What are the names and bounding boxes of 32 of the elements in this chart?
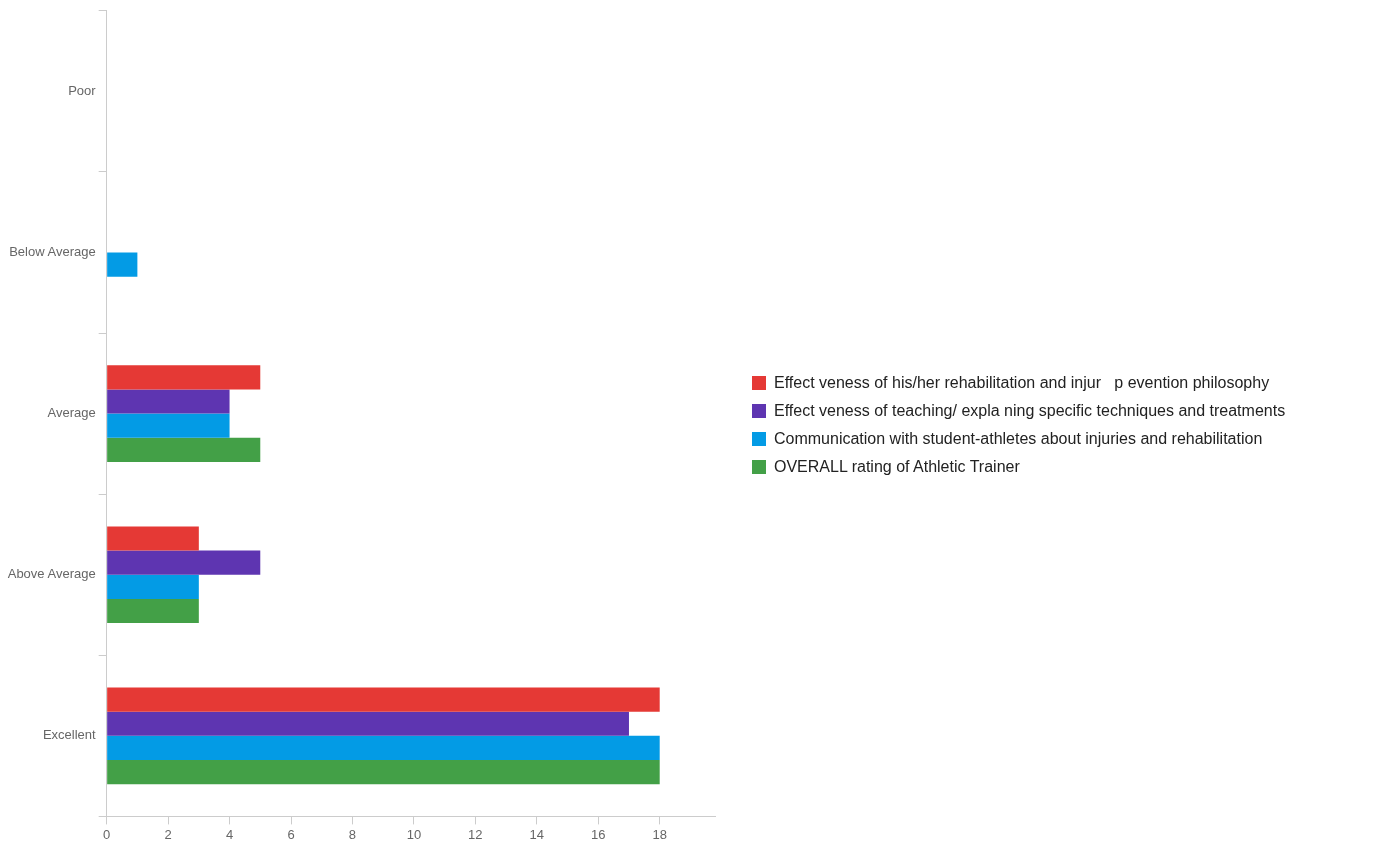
bar <box>107 760 660 785</box>
y-tick-label: Poor <box>68 82 97 98</box>
bar <box>107 735 660 761</box>
bar <box>107 598 199 624</box>
bar <box>107 413 230 438</box>
legend-label: Effect veness of his/her rehabilitation and injur p evention philosophy <box>774 374 1270 392</box>
bar <box>107 526 199 551</box>
bar <box>107 550 261 575</box>
y-tick-label: Excellent <box>42 727 97 743</box>
y-tick-label: Above Average <box>7 566 96 582</box>
x-tick-label: 6 <box>287 826 295 842</box>
x-tick-label: 4 <box>225 826 234 842</box>
x-tick-label: 10 <box>406 826 422 842</box>
bar <box>107 365 261 390</box>
x-tick-label: 8 <box>348 826 357 842</box>
bar <box>107 687 660 712</box>
x-tick-label: 18 <box>652 826 667 842</box>
y-tick-label: Below Average <box>9 244 96 260</box>
bar <box>107 711 629 736</box>
y-tick-label: Average <box>47 405 96 421</box>
bar <box>107 389 230 414</box>
legend-label: Effect veness of teaching/ expla ning specific techniques and treatments <box>774 402 1286 420</box>
x-tick-label: 14 <box>529 826 545 842</box>
x-tick-label: 16 <box>591 826 606 842</box>
legend-label: OVERALL rating of Athletic Trainer <box>774 458 1020 476</box>
bar <box>107 252 138 277</box>
x-tick-label: 12 <box>468 826 483 842</box>
x-tick-label: 0 <box>103 826 111 842</box>
bar <box>107 574 199 599</box>
bar <box>107 437 261 462</box>
x-tick-label: 2 <box>164 826 172 842</box>
legend-label: Communication with student-athletes about injuries and rehabilitation <box>774 430 1263 448</box>
